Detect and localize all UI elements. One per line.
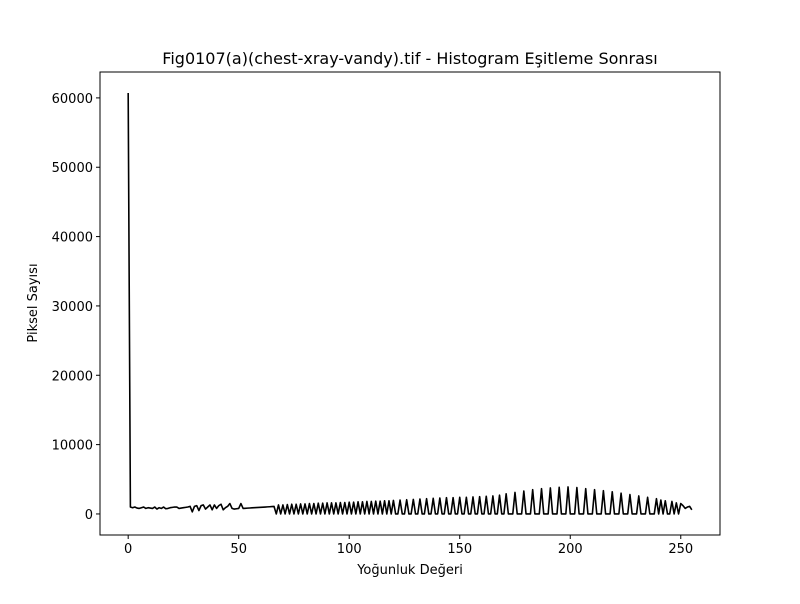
y-tick-label: 60000	[52, 92, 93, 107]
y-tick-label: 10000	[52, 439, 93, 454]
axes-frame	[99, 71, 721, 536]
x-axis-label: Yoğunluk Değeri	[356, 563, 463, 578]
x-tick-label: 0	[124, 542, 132, 557]
x-tick-label: 50	[230, 542, 247, 557]
y-tick-label: 50000	[52, 161, 93, 176]
x-tick-label: 250	[668, 542, 693, 557]
data-line	[127, 93, 693, 515]
y-tick-label: 0	[85, 508, 93, 523]
y-tick-label: 20000	[52, 369, 93, 384]
y-axis-label: Piksel Sayısı	[26, 263, 41, 342]
plot-area	[127, 93, 693, 515]
x-tick-label: 200	[558, 542, 583, 557]
x-tick-label: 150	[447, 542, 472, 557]
chart-title: Fig0107(a)(chest-xray-vandy).tif - Histo…	[162, 49, 657, 68]
x-tick-label: 100	[337, 542, 362, 557]
y-tick-label: 30000	[52, 300, 93, 315]
y-tick-label: 40000	[52, 231, 93, 246]
